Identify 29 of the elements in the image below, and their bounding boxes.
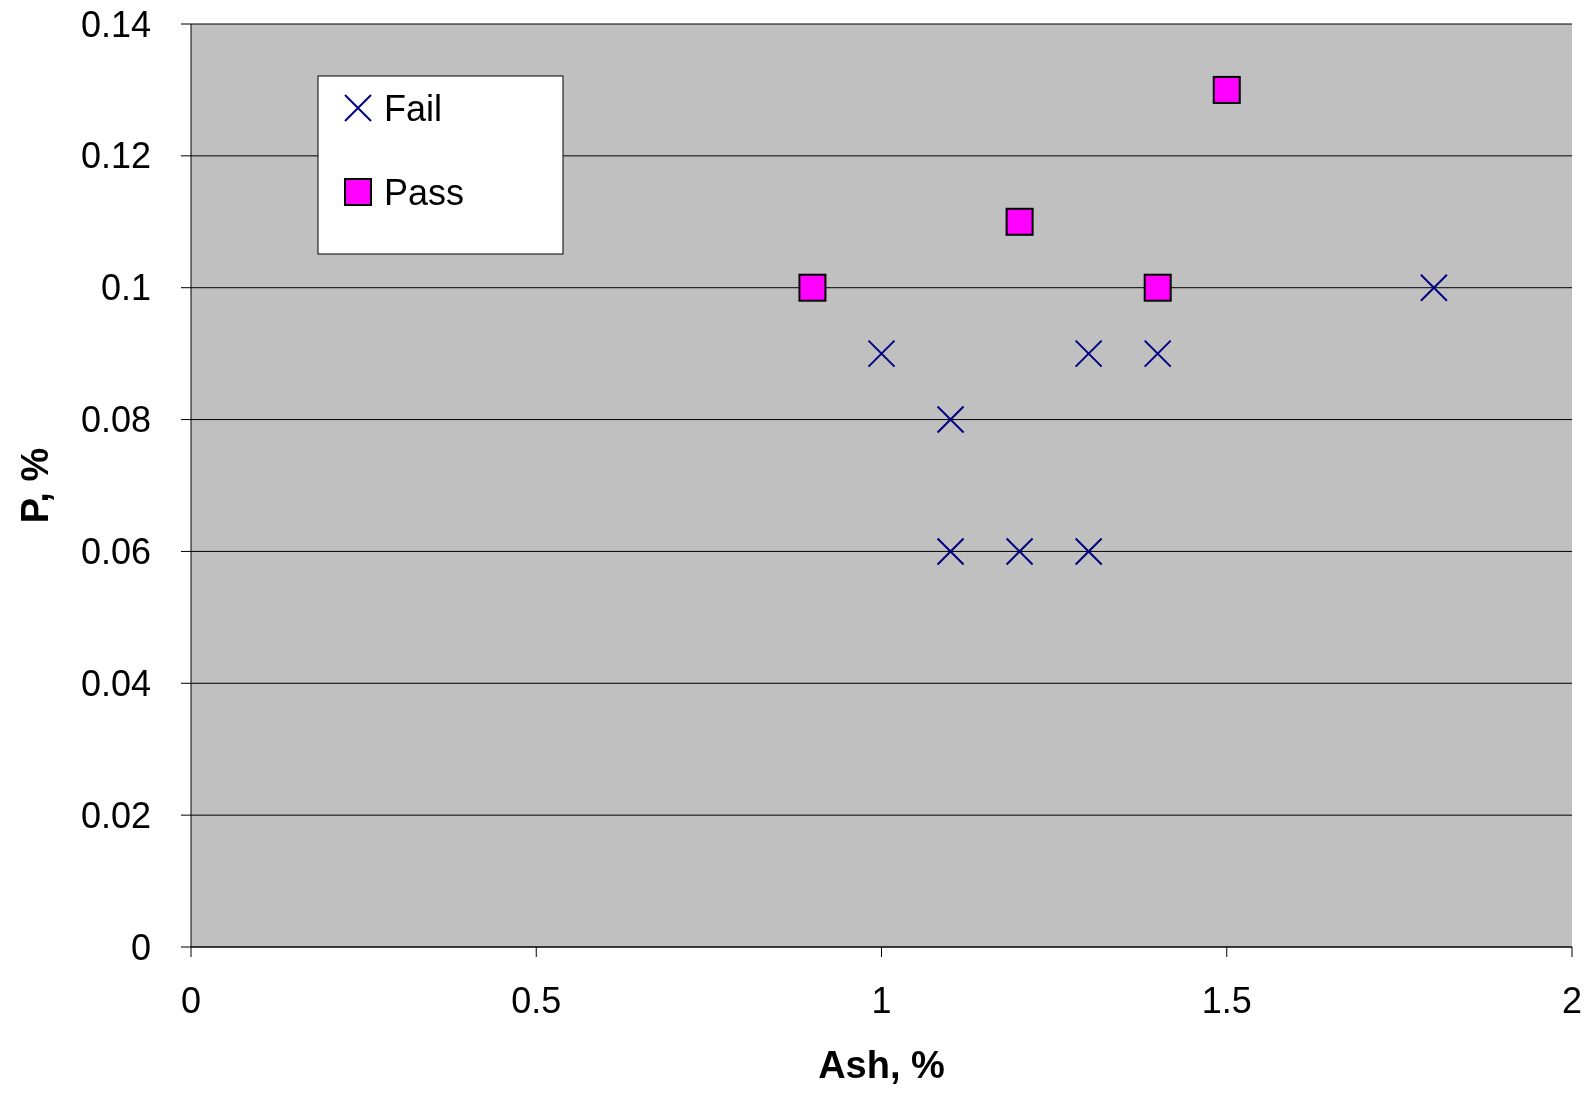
y-tick-label: 0.08 [80,399,151,441]
y-tick-label: 0.12 [80,135,151,177]
y-tick-label: 0.1 [100,267,151,309]
point [1074,537,1103,566]
point [1005,207,1034,236]
y-tick-label: 0 [130,926,151,968]
point [936,537,965,566]
y-tick-label: 0.06 [80,531,151,573]
legend-label: Pass [384,171,465,213]
point [1074,339,1103,368]
x-axis-title: Ash, % [818,1044,945,1086]
point [1419,273,1448,302]
point [798,273,827,302]
x-tick-label: 0.5 [511,980,562,1021]
y-axis-title: P, % [14,447,56,524]
point [1143,273,1172,302]
point [936,405,965,434]
y-tick-label: 0.02 [80,794,151,836]
x-tick-label: 1.5 [1201,980,1252,1021]
x-tick-label: 2 [1561,980,1583,1021]
legend-label: Fail [384,87,443,129]
point [1212,75,1241,104]
point [1005,537,1034,566]
y-tick-label: 0.14 [80,3,151,45]
point [1143,339,1172,368]
x-tick-label: 0 [180,980,202,1021]
y-tick-label: 0.04 [80,662,151,704]
point [867,339,896,368]
x-tick-label: 1 [871,980,892,1021]
